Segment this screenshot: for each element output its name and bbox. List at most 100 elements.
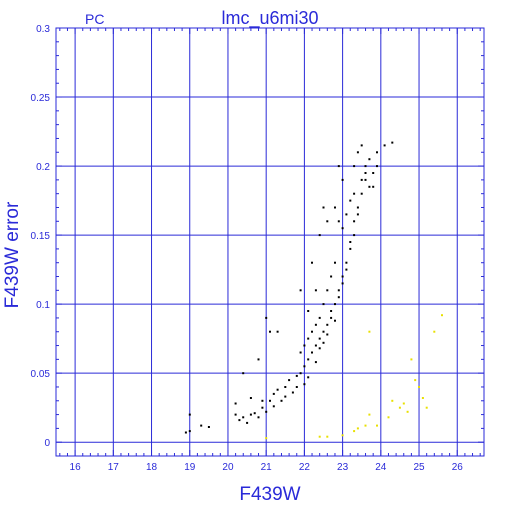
y-tick-label: 0.25	[31, 93, 51, 104]
data-point-faint	[364, 424, 367, 427]
data-point	[349, 241, 352, 243]
data-point	[295, 386, 298, 388]
data-point	[249, 413, 252, 416]
data-point	[303, 344, 306, 347]
y-tick-labels: 0 0.05 0.1 0.15 0.2 0.25 0.3	[31, 24, 51, 449]
data-point	[368, 158, 371, 161]
data-point-faint	[368, 330, 371, 333]
data-point	[318, 337, 321, 340]
data-point	[272, 392, 275, 395]
data-point	[341, 178, 344, 181]
data-point	[284, 386, 287, 388]
data-point	[276, 388, 279, 391]
x-tick-label: 23	[337, 462, 349, 473]
data-point	[307, 376, 310, 379]
data-point	[341, 227, 344, 230]
data-point	[314, 344, 317, 347]
data-point	[257, 358, 260, 361]
data-point	[360, 178, 363, 181]
data-point	[291, 391, 294, 394]
x-tick-label: 24	[375, 462, 387, 473]
data-point	[311, 330, 313, 333]
data-point	[265, 316, 268, 319]
data-point	[353, 192, 356, 195]
data-point	[337, 296, 340, 299]
data-point	[356, 213, 359, 216]
data-point	[353, 220, 356, 223]
data-point	[368, 185, 371, 188]
data-point	[360, 144, 363, 147]
data-point	[334, 261, 336, 264]
x-tick-label: 17	[108, 462, 120, 473]
y-tick-label: 0.05	[31, 369, 51, 380]
data-point-faint	[418, 386, 420, 388]
data-point	[364, 172, 367, 174]
data-point-faint	[441, 314, 443, 317]
data-point	[372, 185, 375, 188]
data-point	[326, 220, 329, 223]
data-point-faint	[402, 402, 405, 405]
plot-grid	[56, 27, 484, 456]
data-point-faint	[406, 410, 409, 413]
data-point	[257, 416, 260, 419]
x-tick-label: 18	[146, 462, 158, 473]
data-point-faint	[433, 330, 436, 333]
data-point	[314, 323, 317, 326]
plot-frame	[55, 27, 485, 457]
data-point	[280, 399, 283, 402]
data-points	[184, 141, 443, 440]
x-tick-label: 25	[413, 462, 425, 473]
data-point	[265, 410, 268, 413]
data-point-faint	[425, 406, 428, 409]
data-point	[353, 234, 356, 237]
y-tick-label: 0.3	[36, 24, 50, 35]
data-point	[242, 372, 245, 375]
data-point	[391, 141, 394, 144]
data-point	[288, 379, 291, 382]
data-point	[322, 341, 325, 344]
y-tick-label: 0	[44, 438, 50, 449]
data-point	[188, 413, 191, 416]
data-point	[307, 310, 310, 312]
data-point	[284, 395, 287, 398]
data-point	[318, 347, 321, 350]
axis-ticks	[56, 27, 484, 457]
data-point	[234, 402, 237, 405]
data-point-faint	[368, 413, 371, 416]
data-point	[261, 406, 264, 409]
x-tick-label: 20	[222, 462, 234, 473]
data-point	[322, 330, 325, 333]
y-tick-label: 0.1	[36, 300, 50, 311]
data-point	[372, 172, 375, 174]
data-point	[303, 365, 306, 368]
data-point	[307, 358, 310, 361]
data-point-faint	[391, 399, 394, 402]
data-point	[269, 399, 271, 402]
data-point	[246, 421, 249, 424]
data-point	[276, 330, 279, 333]
x-axis-label: F439W	[239, 484, 300, 505]
data-point	[299, 372, 302, 375]
data-point	[345, 213, 348, 216]
data-point	[234, 413, 237, 416]
data-point	[299, 351, 302, 354]
y-axis-label: F439W error	[2, 201, 23, 308]
data-point	[249, 397, 252, 399]
data-point-faint	[326, 435, 329, 438]
data-point	[318, 234, 321, 237]
data-point	[364, 178, 367, 181]
data-point	[295, 374, 298, 377]
data-point	[356, 151, 359, 154]
data-point	[299, 289, 302, 292]
data-point	[334, 303, 336, 306]
data-point	[200, 424, 203, 427]
data-point	[272, 405, 275, 408]
data-point	[311, 261, 313, 264]
data-point	[303, 383, 306, 386]
corner-label: PC	[85, 11, 104, 27]
data-point-faint	[387, 416, 390, 419]
y-tick-label: 0.2	[36, 162, 50, 173]
x-tick-label: 19	[184, 462, 196, 473]
data-point	[337, 220, 340, 223]
data-point	[322, 206, 325, 209]
